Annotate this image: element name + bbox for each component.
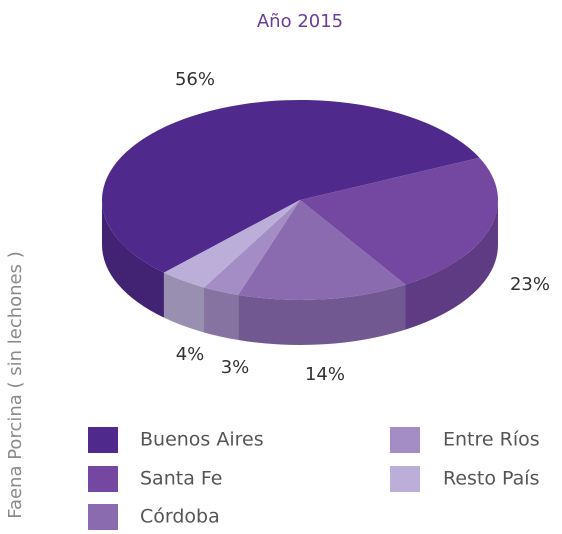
y-axis-label: Faena Porcina ( sin lechones ) (5, 251, 26, 519)
legend-swatch (390, 427, 420, 453)
legend-swatch (88, 427, 118, 453)
legend-swatch (88, 504, 118, 530)
legend-label: Buenos Aires (140, 429, 264, 451)
slice-side (163, 272, 205, 333)
data-label: 14% (305, 364, 345, 385)
data-label: 23% (510, 274, 550, 295)
data-label: 4% (176, 344, 205, 365)
slice (101, 100, 480, 273)
slice-side (238, 284, 406, 345)
data-label: 56% (175, 69, 215, 90)
slice-side (405, 200, 498, 330)
slice (204, 200, 300, 295)
slice (238, 200, 406, 300)
data-label: 3% (221, 357, 250, 378)
slice (300, 157, 498, 285)
slice-side (204, 287, 239, 340)
legend-swatch (88, 466, 118, 492)
legend-label: Resto País (443, 468, 539, 490)
chart-title: Año 2015 (257, 11, 343, 32)
legend-label: Santa Fe (140, 468, 222, 490)
slice-side (102, 200, 164, 318)
slice (163, 200, 300, 288)
legend-label: Entre Ríos (443, 429, 540, 451)
legend-swatch (390, 466, 420, 492)
legend-label: Córdoba (140, 506, 220, 528)
